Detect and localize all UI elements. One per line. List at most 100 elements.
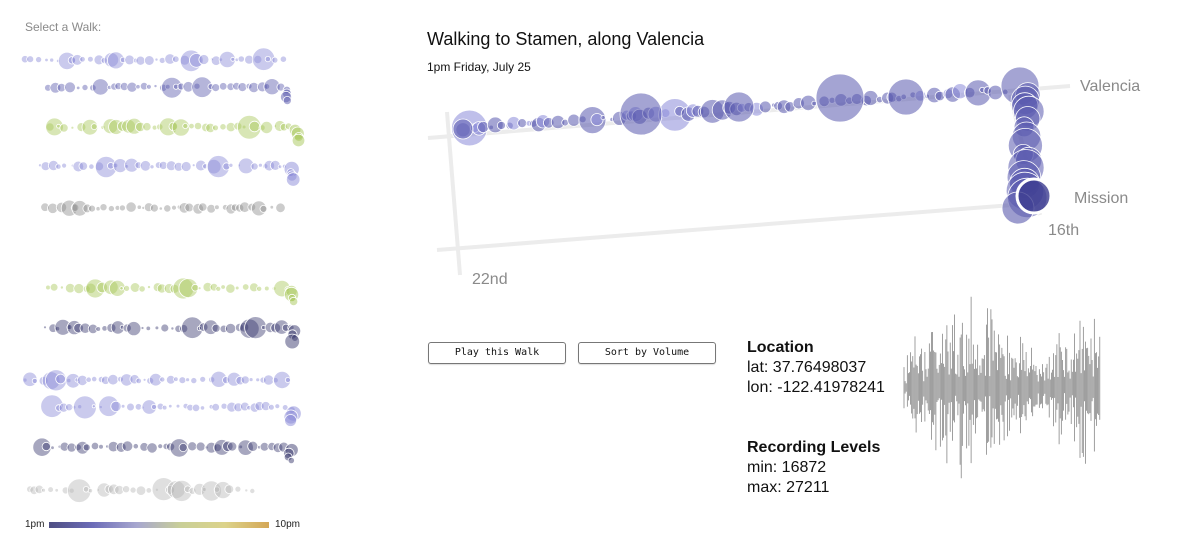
walk-sample-dot: [212, 124, 219, 132]
walk-sample-dot: [248, 81, 260, 94]
walk-sample-dot: [260, 121, 274, 135]
select-walk-label: Select a Walk:: [25, 20, 102, 34]
walk-sample-dot: [104, 484, 114, 494]
walk-sample-dot: [496, 120, 506, 130]
walk-sample-dot: [281, 404, 289, 411]
walk-sample-dot: [123, 284, 130, 292]
walk-sample-dot: [251, 47, 276, 71]
walk-sample-dot: [203, 319, 219, 335]
walk-sample-dot: [263, 78, 281, 96]
walk-thumbnail[interactable]: [32, 437, 299, 465]
walk-sample-dot: [205, 122, 216, 134]
walk-sample-dot: [248, 120, 261, 133]
walk-sample-dot: [244, 316, 268, 340]
walk-thumbnail[interactable]: [40, 199, 286, 217]
walk-sample-dot: [154, 325, 160, 331]
walk-thumbnail[interactable]: [26, 477, 256, 503]
walk-sample-dot: [275, 202, 286, 214]
walk-sample-dot: [158, 206, 163, 211]
walk-sample-dot: [109, 279, 126, 297]
walk-sample-dot: [234, 285, 240, 291]
walk-sample-dot: [145, 325, 151, 332]
play-walk-button[interactable]: Play this Walk: [428, 342, 566, 364]
walk-sample-dot: [96, 281, 109, 294]
walk-sample-dot: [263, 159, 276, 172]
walk-sample-dot: [122, 485, 131, 494]
walk-sample-dot: [237, 439, 254, 456]
street-label-mission: Mission: [1074, 190, 1128, 207]
walk-sample-dot: [73, 283, 85, 295]
walk-sample-dot: [94, 161, 104, 172]
walk-sample-dot: [165, 160, 177, 172]
walk-sample-dot: [215, 285, 222, 292]
recording-levels-min: min: 16872: [747, 459, 827, 476]
walk-sample-dot: [106, 162, 115, 170]
walk-sample-dot: [238, 444, 244, 450]
walk-sample-dot: [257, 162, 263, 168]
walk-sample-dot: [114, 204, 121, 211]
walk-thumbnail[interactable]: [45, 114, 306, 148]
walk-sample-dot: [66, 320, 82, 336]
walk-sample-dot: [72, 160, 85, 173]
walk-sample-dot: [124, 54, 135, 66]
walk-sample-dot: [125, 201, 137, 213]
walk-sample-dot: [172, 55, 180, 63]
walk-sample-dot: [91, 375, 98, 383]
walk-sample-dot: [208, 404, 215, 410]
walk-sample-dot: [88, 163, 95, 170]
audio-waveform: [903, 296, 1101, 479]
walk-sample-dot: [64, 282, 76, 294]
walk-thumbnail[interactable]: [45, 277, 300, 307]
walk-thumbnail[interactable]: [20, 47, 287, 73]
walk-sample-dot: [238, 322, 250, 333]
current-position-marker: [1015, 177, 1053, 215]
walk-sample-dot: [110, 320, 126, 335]
walk-sample-dot: [40, 394, 64, 418]
recording-levels-max: max: 27211: [747, 479, 830, 496]
walk-sample-dot: [224, 484, 235, 495]
walk-sample-dot: [234, 485, 242, 493]
walk-sample-dot: [758, 100, 772, 114]
walk-sample-dot: [862, 90, 879, 106]
walk-sample-dot: [120, 373, 134, 387]
street-line-16th: [436, 200, 1051, 252]
legend-gradient-bar: [49, 522, 269, 528]
walk-sample-dot: [65, 403, 74, 412]
walk-sample-dot: [206, 204, 217, 214]
walk-sample-dot: [154, 161, 163, 169]
walk-sample-dot: [282, 96, 292, 106]
walk-sample-dot: [180, 161, 192, 172]
walk-sample-dot: [195, 441, 206, 452]
walk-time: 1pm Friday, July 25: [427, 60, 531, 74]
walk-title: Walking to Stamen, along Valencia: [427, 29, 705, 49]
walk-sample-dot: [156, 283, 167, 294]
walk-sample-dot: [286, 172, 301, 187]
walk-sample-dot: [149, 203, 159, 213]
walk-sample-dot: [284, 333, 301, 350]
sort-by-volume-button[interactable]: Sort by Volume: [578, 342, 716, 364]
walk-sample-dot: [107, 440, 120, 453]
walk-thumbnail[interactable]: [38, 155, 301, 187]
walk-thumbnail[interactable]: [43, 316, 302, 350]
walk-sample-dot: [166, 374, 176, 385]
walk-thumbnail[interactable]: [40, 394, 302, 427]
location-lat: lat: 37.76498037: [747, 359, 867, 376]
walk-sample-dot: [142, 122, 152, 132]
walk-sample-dot: [256, 285, 263, 292]
walk-sample-dot: [55, 373, 66, 385]
walk-sample-dot: [241, 124, 247, 130]
walk-sample-dot: [264, 55, 271, 63]
walk-sample-dot: [173, 161, 184, 172]
walk-sample-dot: [76, 374, 89, 386]
walk-thumbnail[interactable]: [44, 76, 292, 106]
walk-thumbnail[interactable]: [22, 369, 292, 392]
walk-sample-dot: [173, 376, 179, 382]
walk-sample-dot: [77, 404, 83, 410]
walk-sample-dot: [122, 323, 132, 333]
walk-sample-dot: [56, 82, 67, 93]
walk-sample-dot: [199, 405, 206, 411]
walk-sample-dot: [250, 162, 259, 171]
walk-sample-dot: [143, 202, 154, 213]
walk-sample-dot: [101, 325, 108, 332]
walk-sample-dot: [164, 53, 176, 65]
